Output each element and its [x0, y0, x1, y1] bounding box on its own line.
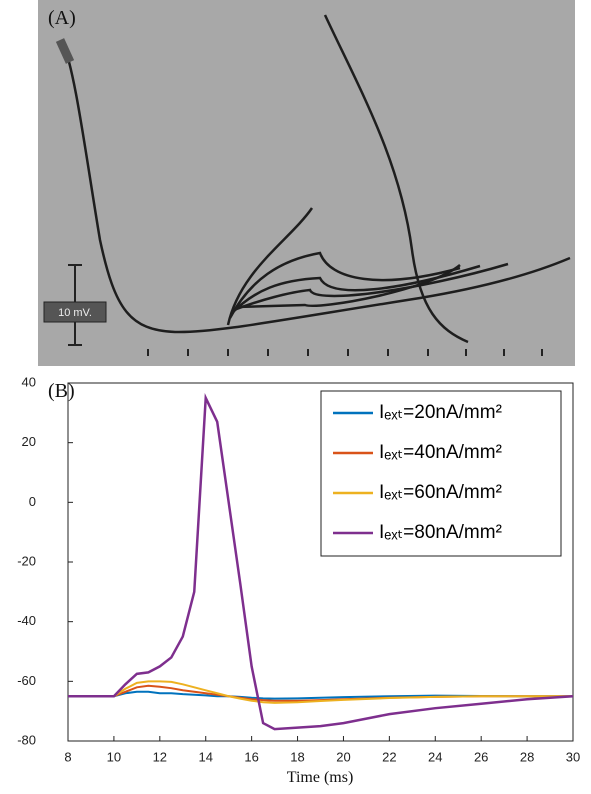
y-tick-label: -40 [17, 613, 36, 628]
legend-label: Iₑₓₜ=80nA/mm² [379, 522, 502, 543]
y-tick-label: -80 [17, 732, 36, 747]
x-axis-label: Time (ms) [287, 769, 354, 786]
panel-label: (A) [48, 7, 76, 29]
y-tick-label: 40 [22, 374, 36, 389]
x-tick-label: 28 [520, 749, 534, 764]
legend-label: Iₑₓₜ=20nA/mm² [379, 402, 502, 423]
y-tick-label: 20 [22, 434, 36, 449]
figure: 10 mV. (A) (B) Time (ms) 810121416182022… [0, 0, 591, 794]
scale-label: 10 mV. [58, 307, 92, 319]
x-tick-label: 22 [382, 749, 396, 764]
x-tick-label: 24 [428, 749, 442, 764]
x-tick-label: 30 [566, 749, 580, 764]
legend-label: Iₑₓₜ=40nA/mm² [379, 442, 502, 463]
x-tick-label: 26 [474, 749, 488, 764]
y-tick-label: -60 [17, 673, 36, 688]
x-tick-label: 14 [198, 749, 212, 764]
legend-label: Iₑₓₜ=60nA/mm² [379, 482, 502, 503]
photo-background [38, 0, 575, 366]
x-tick-label: 10 [107, 749, 121, 764]
x-tick-label: 8 [64, 749, 71, 764]
x-tick-label: 20 [336, 749, 350, 764]
panel-a: 10 mV. (A) [38, 0, 575, 366]
y-tick-label: 0 [29, 494, 36, 509]
x-tick-label: 18 [290, 749, 304, 764]
x-tick-label: 16 [244, 749, 258, 764]
x-tick-label: 12 [153, 749, 167, 764]
y-tick-label: -20 [17, 553, 36, 568]
